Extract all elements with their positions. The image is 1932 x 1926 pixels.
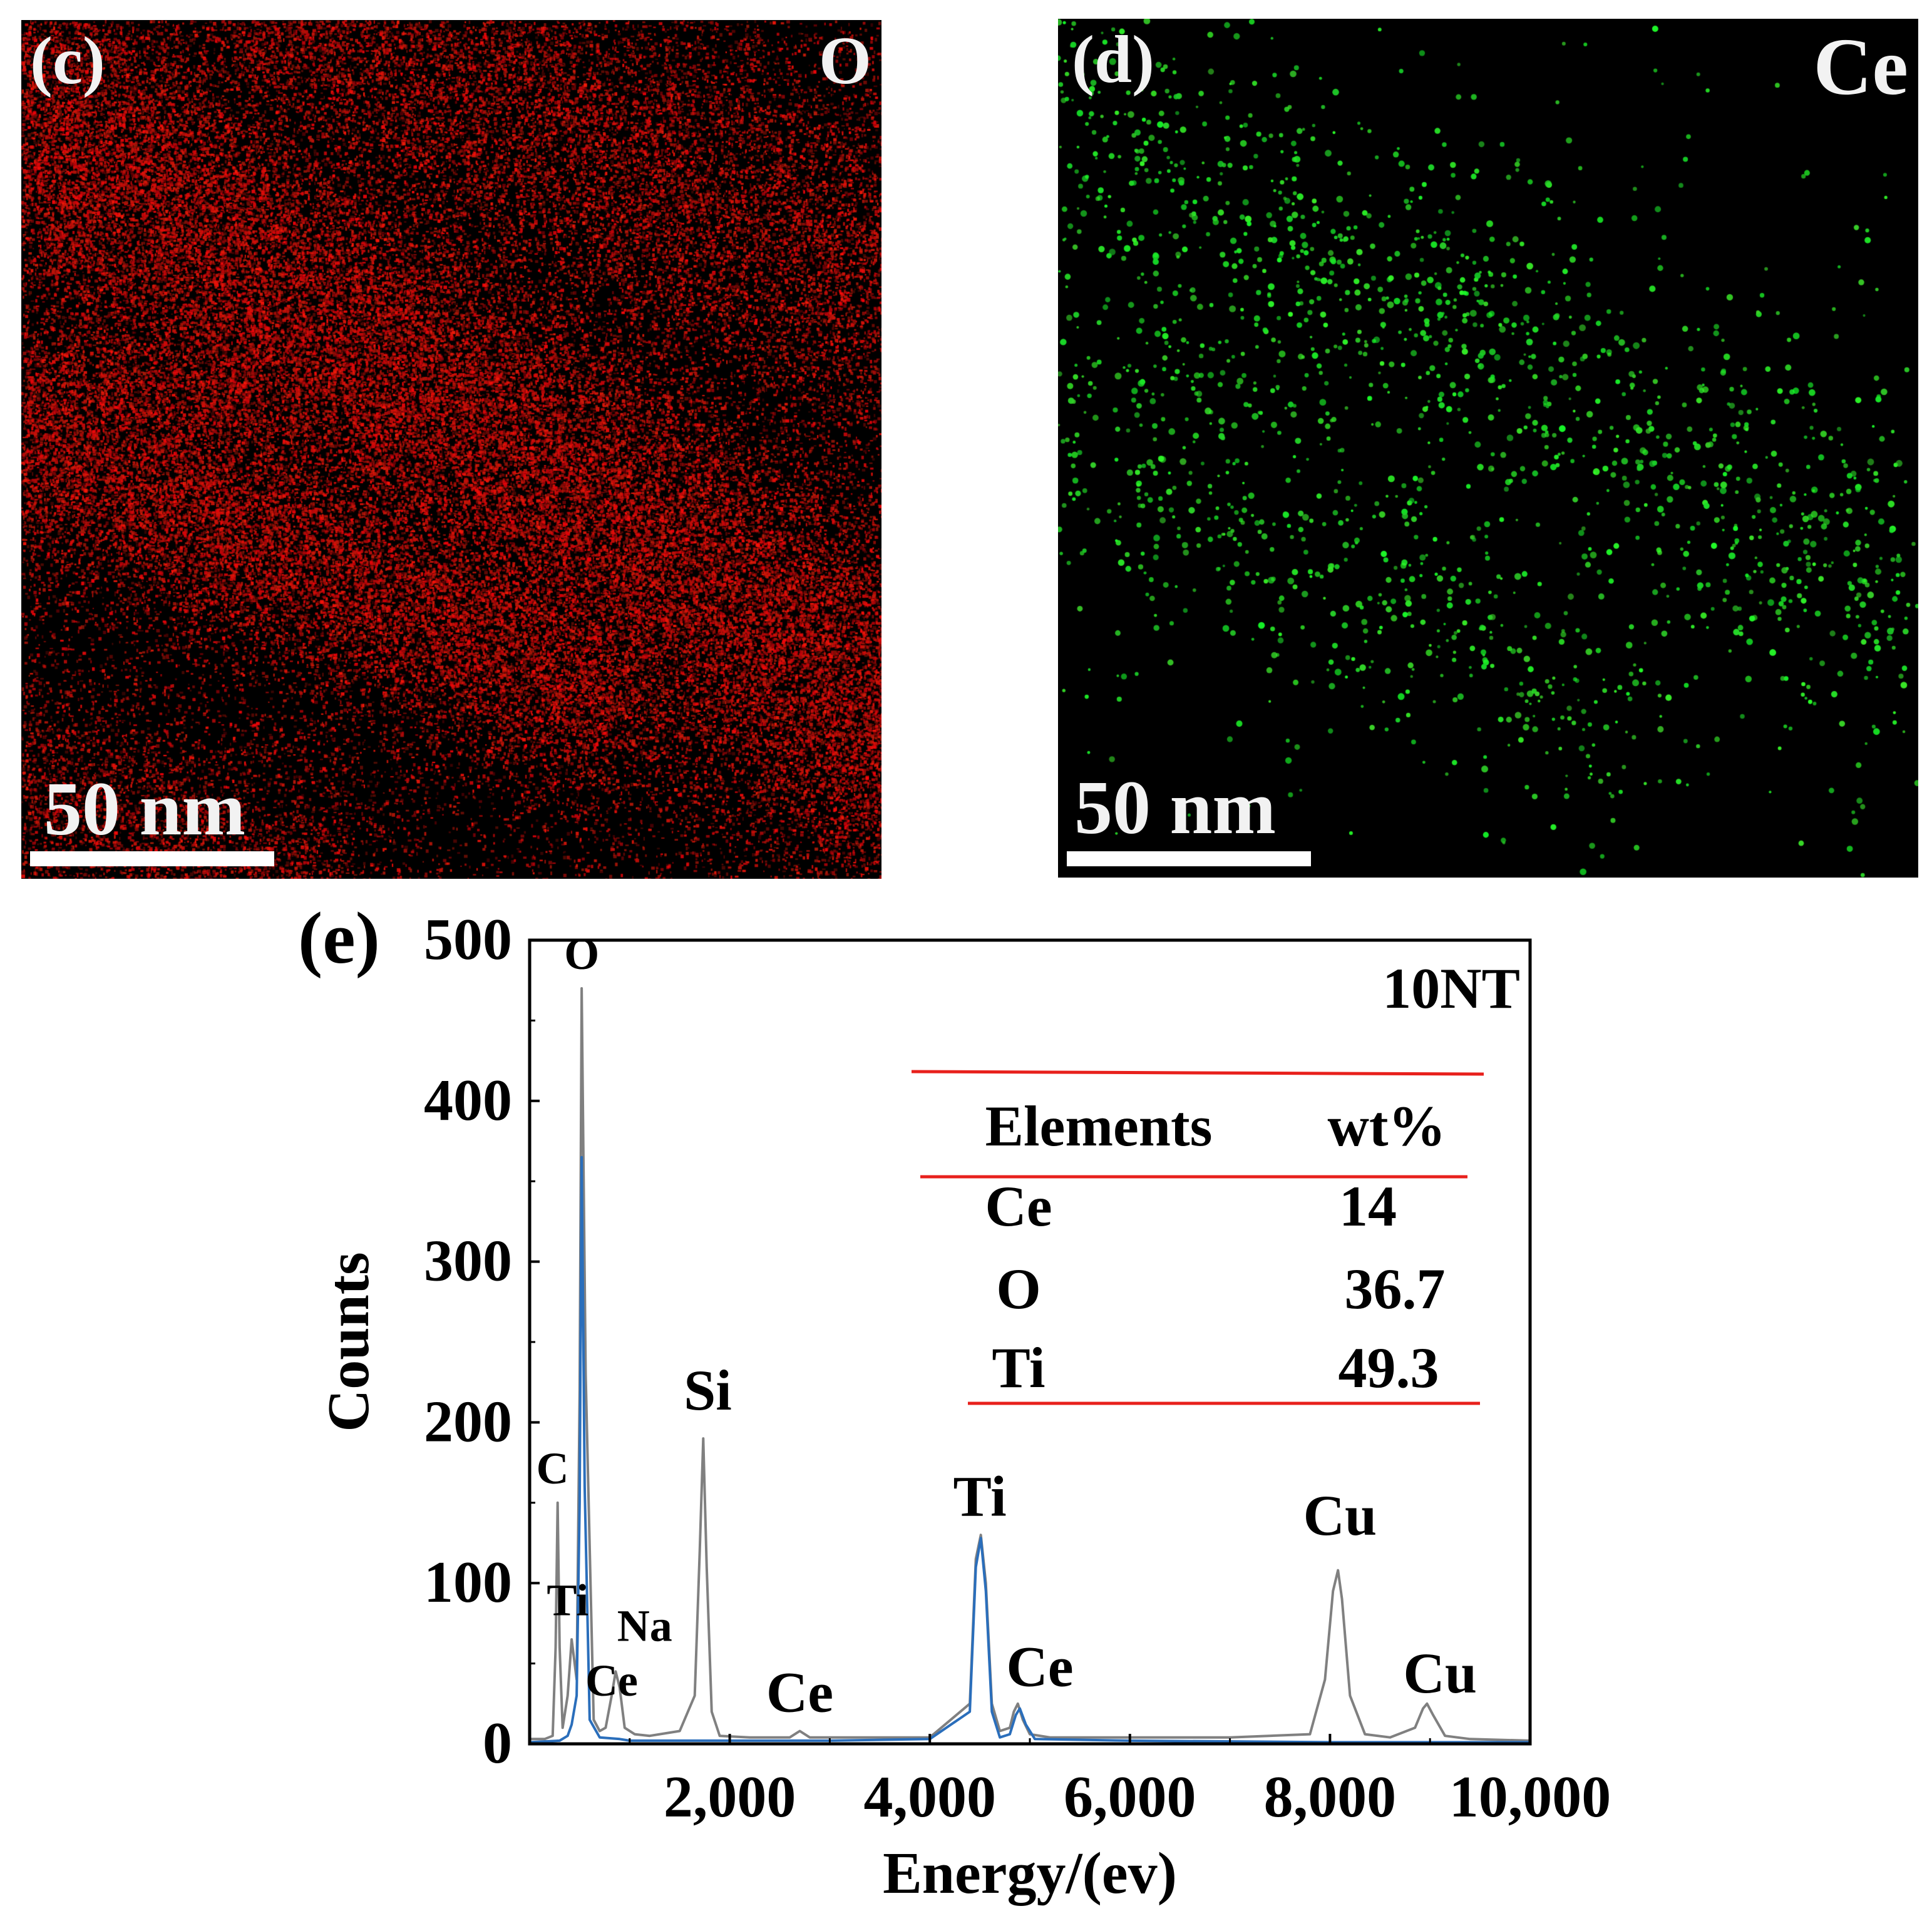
table-cell: 14 [1339, 1174, 1397, 1238]
peak-label: Ti [953, 1464, 1006, 1528]
sample-label: 10NT [1382, 956, 1520, 1020]
y-tick-label: 100 [424, 1550, 512, 1615]
peak-label: Si [684, 1358, 732, 1422]
element-label-ce: Ce [1813, 22, 1908, 112]
panel-label-e: (e) [298, 897, 380, 979]
x-tick-label: 4,000 [863, 1765, 996, 1830]
scale-bar [1067, 851, 1311, 866]
element-label-o: O [818, 24, 871, 98]
peak-label: C [537, 1443, 569, 1493]
peak-label: Ce [1006, 1635, 1073, 1699]
panel-label-d: (d) [1072, 23, 1154, 97]
ce-map-panel: (d) Ce 50 nm [1058, 19, 1918, 878]
o-elemental-map [21, 20, 881, 879]
peak-label: Na [617, 1601, 672, 1651]
peak-label: Ce [766, 1661, 833, 1724]
y-axis-label: Counts [316, 1252, 381, 1432]
x-axis: 2,000 4,000 6,000 8,000 10,000 [629, 1734, 1611, 1830]
o-map-panel: (c) O 50 nm [21, 20, 881, 879]
table-header-elements: Elements [985, 1094, 1213, 1158]
x-tick-label: 2,000 [664, 1765, 796, 1830]
x-tick-label: 8,000 [1264, 1765, 1397, 1830]
x-tick-label: 10,000 [1449, 1765, 1611, 1830]
y-tick-label: 200 [424, 1389, 512, 1454]
peak-label: Cu [1303, 1483, 1377, 1547]
scale-bar-text: 50 nm [1074, 766, 1276, 850]
x-axis-label: Energy/(ev) [883, 1841, 1177, 1906]
peak-label: Ce [585, 1656, 638, 1706]
peak-label: Ti [547, 1575, 588, 1626]
y-tick-label: 500 [424, 907, 512, 972]
y-tick-label: 0 [483, 1711, 512, 1776]
table-cell: 36.7 [1345, 1257, 1446, 1321]
table-cell: O [996, 1257, 1041, 1321]
composition-table: Elements wt% Ce 14 O 36.7 Ti 49.3 [911, 1070, 1484, 1405]
peak-label: Cu [1403, 1641, 1477, 1705]
table-cell: Ti [992, 1336, 1045, 1400]
table-header-wt: wt% [1327, 1094, 1446, 1158]
x-tick-label: 6,000 [1064, 1765, 1196, 1830]
panel-label-c: (c) [30, 24, 105, 98]
table-rule-top [911, 1070, 1484, 1076]
scale-bar-text: 50 nm [44, 767, 245, 851]
scale-bar [30, 851, 274, 866]
y-tick-label: 400 [424, 1068, 512, 1133]
peak-label: O [564, 929, 599, 979]
ce-elemental-map [1058, 19, 1918, 878]
y-axis: 0 100 200 300 400 500 [424, 907, 540, 1776]
table-cell: 49.3 [1339, 1336, 1439, 1400]
y-tick-label: 300 [424, 1229, 512, 1294]
table-cell: Ce [985, 1174, 1052, 1238]
